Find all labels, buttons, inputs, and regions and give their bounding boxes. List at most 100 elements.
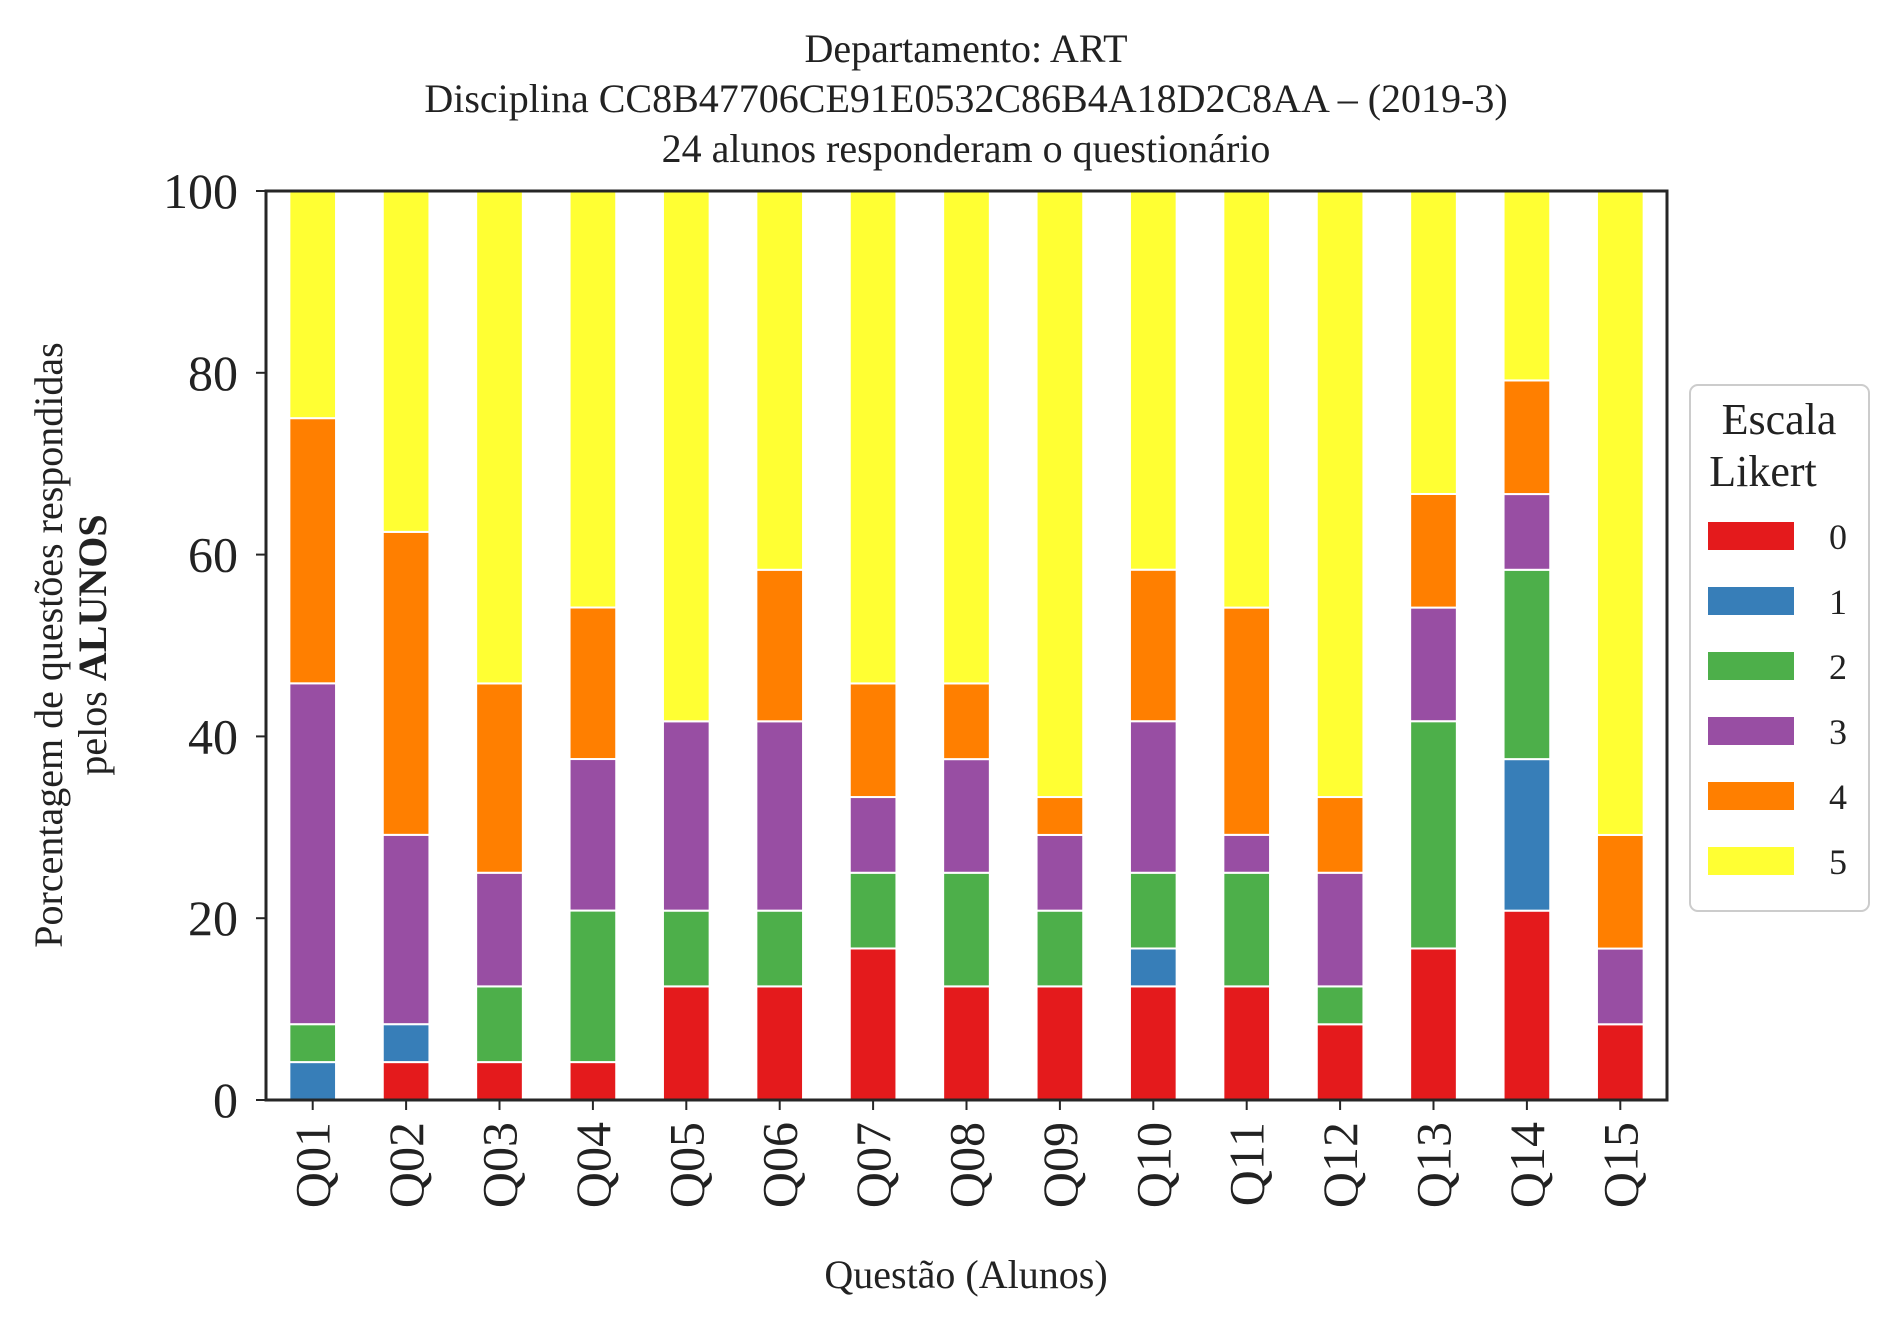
bar-q15-level-4: [1595, 833, 1645, 950]
bar-q01-level-2: [288, 1023, 338, 1064]
legend-swatch-4: [1708, 782, 1794, 810]
chart-title-line-3: 24 alunos responderam o questionário: [662, 126, 1271, 171]
bar-q09-level-3: [1035, 833, 1085, 912]
bar-q04-level-0: [568, 1061, 618, 1101]
bar-q02-level-5: [381, 190, 431, 533]
bar-q10-level-4: [1128, 568, 1178, 723]
bar-q07-level-0: [848, 947, 898, 1101]
y-tick-label: 100: [163, 163, 238, 219]
x-tick-label-q09: Q09: [1032, 1122, 1088, 1208]
bar-q03-level-0: [475, 1061, 524, 1101]
x-tick-label-q15: Q15: [1592, 1122, 1648, 1208]
bar-q01-level-5: [288, 189, 338, 420]
bar-q08-level-4: [942, 682, 991, 761]
bar-q10-level-3: [1128, 720, 1178, 874]
legend-label-3: 3: [1829, 712, 1847, 752]
bar-q14-level-3: [1502, 493, 1552, 571]
legend-label-2: 2: [1829, 647, 1847, 687]
bar-q06-level-0: [755, 985, 805, 1102]
bar-q03-level-5: [475, 190, 524, 685]
legend-swatch-2: [1708, 652, 1794, 680]
bar-q12-level-2: [1315, 985, 1365, 1026]
x-tick-label-q08: Q08: [939, 1122, 995, 1208]
bar-q11-level-3: [1222, 833, 1272, 874]
y-tick-label: 60: [188, 527, 238, 583]
bar-q01-level-4: [288, 417, 338, 685]
legend-swatch-5: [1708, 847, 1794, 875]
y-tick-label: 0: [213, 1072, 238, 1128]
bars-layer: [288, 189, 1645, 1102]
bar-q09-level-2: [1035, 909, 1085, 988]
x-tick-label-q01: Q01: [285, 1122, 341, 1208]
bar-q13-level-2: [1409, 720, 1458, 950]
bar-q10-level-0: [1128, 985, 1178, 1102]
x-tick-label-q02: Q02: [378, 1122, 434, 1208]
bar-q14-level-0: [1502, 909, 1552, 1101]
bar-q06-level-2: [755, 909, 805, 988]
bar-q15-level-3: [1595, 947, 1645, 1026]
y-tick-label: 80: [188, 345, 238, 401]
bar-q08-level-2: [942, 871, 991, 988]
bar-q15-level-5: [1595, 190, 1645, 836]
bar-q11-level-5: [1222, 190, 1272, 609]
bar-q12-level-4: [1315, 796, 1365, 874]
bar-q14-level-1: [1502, 758, 1552, 912]
bar-q03-level-3: [475, 871, 524, 988]
bar-q07-level-3: [848, 796, 898, 874]
legend-label-1: 1: [1829, 582, 1847, 622]
bar-q04-level-3: [568, 758, 618, 912]
bar-q07-level-4: [848, 682, 898, 799]
bar-q08-level-3: [942, 758, 991, 874]
bar-q03-level-2: [475, 985, 524, 1064]
legend-title-line-1: Escala: [1722, 395, 1837, 444]
x-tick-label-q10: Q10: [1125, 1122, 1181, 1208]
bar-q12-level-5: [1315, 190, 1365, 799]
bar-q02-level-4: [381, 530, 431, 836]
bar-q08-level-5: [942, 190, 991, 685]
legend-items: 0 1 2 3 4 5: [1708, 517, 1847, 882]
bar-q02-level-1: [381, 1023, 431, 1064]
bar-q09-level-0: [1035, 985, 1085, 1102]
bar-q09-level-5: [1035, 190, 1085, 799]
x-tick-label-q03: Q03: [472, 1122, 528, 1208]
x-tick-label-q14: Q14: [1499, 1122, 1555, 1208]
legend-box: [1689, 384, 1870, 912]
y-axis-label: Porcentagem de questões respondidas pelo…: [26, 342, 115, 947]
legend-swatch-1: [1708, 587, 1794, 615]
legend: Escala Likert 0 1 2 3 4 5: [1689, 384, 1870, 912]
plot-frame: [264, 189, 1669, 1102]
bar-q11-level-2: [1222, 871, 1272, 988]
bar-q07-level-2: [848, 871, 898, 950]
x-tick-label-q04: Q04: [565, 1122, 621, 1208]
x-tick-label-q06: Q06: [752, 1122, 808, 1208]
bar-q10-level-2: [1128, 871, 1178, 950]
bar-q12-level-0: [1315, 1023, 1365, 1102]
bar-q01-level-3: [288, 682, 338, 1026]
y-tick-label: 40: [188, 708, 238, 764]
bar-q01-level-1: [288, 1061, 338, 1101]
bar-q13-level-4: [1409, 492, 1458, 609]
bar-q13-level-0: [1409, 947, 1458, 1101]
bar-q02-level-3: [381, 833, 431, 1026]
bar-q04-level-2: [568, 909, 618, 1064]
legend-label-0: 0: [1829, 517, 1847, 557]
bar-q06-level-5: [755, 190, 805, 571]
x-tick-label-q13: Q13: [1406, 1122, 1462, 1208]
legend-label-4: 4: [1829, 777, 1847, 817]
y-axis-label-line-2: pelos ALUNOS: [70, 514, 115, 775]
bar-q05-level-0: [661, 985, 711, 1102]
bar-q04-level-5: [568, 189, 618, 609]
bar-q05-level-2: [661, 909, 711, 988]
y-tick-label: 20: [188, 890, 238, 946]
bar-q10-level-1: [1128, 947, 1178, 988]
chart-title-line-1: Departamento: ART: [804, 26, 1127, 71]
bar-q05-level-3: [661, 720, 711, 912]
y-axis-label-line-1: Porcentagem de questões respondidas: [26, 342, 71, 947]
bar-q13-level-3: [1409, 606, 1458, 723]
x-axis-label: Questão (Alunos): [824, 1252, 1107, 1297]
bar-q06-level-3: [755, 720, 805, 912]
bar-q08-level-0: [942, 985, 991, 1102]
bar-q11-level-4: [1222, 606, 1272, 836]
bar-q13-level-5: [1409, 190, 1458, 495]
